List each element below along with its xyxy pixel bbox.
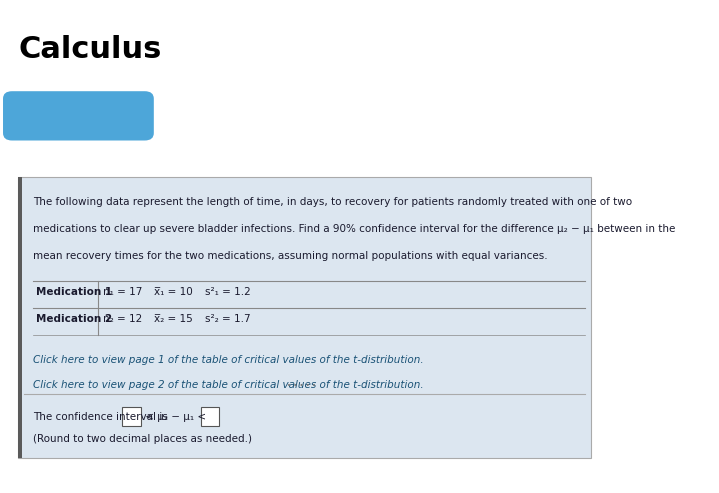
Text: • • • • •: • • • • •: [287, 384, 316, 389]
FancyBboxPatch shape: [3, 91, 154, 141]
Text: mean recovery times for the two medications, assuming normal populations with eq: mean recovery times for the two medicati…: [33, 251, 548, 261]
Text: n₁ = 17: n₁ = 17: [103, 287, 142, 297]
Text: Medication 1: Medication 1: [36, 287, 112, 297]
Text: n₂ = 12: n₂ = 12: [103, 314, 142, 324]
Text: Medication 2: Medication 2: [36, 314, 112, 324]
Text: s²₂ = 1.7: s²₂ = 1.7: [205, 314, 251, 324]
Text: Click here to view page 1 of the table of critical values of the t-distribution.: Click here to view page 1 of the table o…: [33, 355, 423, 365]
Text: medications to clear up severe bladder infections. Find a 90% confidence interva: medications to clear up severe bladder i…: [33, 224, 676, 234]
Text: The following data represent the length of time, in days, to recovery for patien: The following data represent the length …: [33, 197, 632, 207]
Text: (Round to two decimal places as needed.): (Round to two decimal places as needed.): [33, 434, 252, 444]
Text: Click here to view page 2 of the table of critical values of the t-distribution.: Click here to view page 2 of the table o…: [33, 380, 423, 389]
Text: x̅₂ = 15: x̅₂ = 15: [154, 314, 193, 324]
Text: The confidence interval is: The confidence interval is: [33, 412, 171, 422]
Text: Calculus: Calculus: [18, 35, 162, 64]
Text: s²₁ = 1.2: s²₁ = 1.2: [205, 287, 251, 297]
FancyBboxPatch shape: [18, 177, 22, 458]
Text: x̅₁ = 10: x̅₁ = 10: [154, 287, 193, 297]
FancyBboxPatch shape: [201, 407, 219, 426]
FancyBboxPatch shape: [122, 407, 140, 426]
Text: < μ₂ − μ₁ <: < μ₂ − μ₁ <: [142, 412, 209, 422]
FancyBboxPatch shape: [18, 177, 591, 458]
